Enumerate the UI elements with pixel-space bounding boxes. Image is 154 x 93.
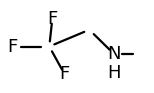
Text: F: F [7, 37, 17, 56]
Text: N: N [107, 45, 121, 63]
Text: H: H [107, 64, 121, 82]
Text: F: F [47, 10, 57, 28]
Text: F: F [60, 65, 70, 83]
